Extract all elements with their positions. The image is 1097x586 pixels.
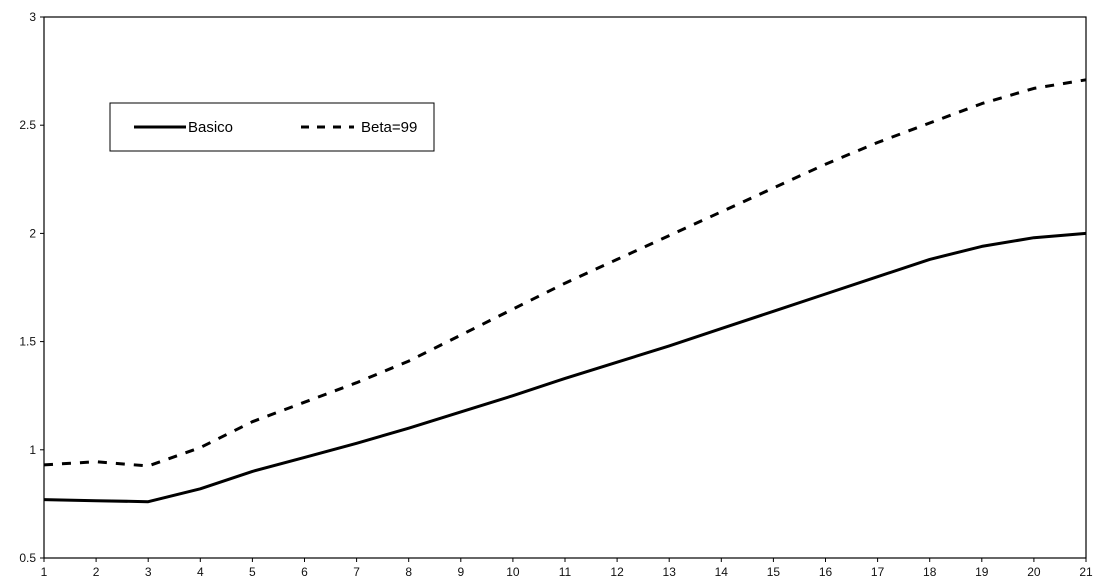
x-tick-label: 15 [767,565,781,579]
y-tick-label: 0.5 [19,551,36,565]
series-line-beta [43,78,1087,468]
x-tick-label: 16 [819,565,833,579]
x-tick-label: 19 [975,565,989,579]
legend-label-beta: Beta=99 [361,119,417,136]
y-tick-label: 2 [29,226,36,240]
x-tick-label: 17 [871,565,885,579]
x-tick-label: 12 [610,565,624,579]
x-tick-label: 18 [923,565,937,579]
x-tick-label: 5 [249,565,256,579]
x-tick-label: 7 [353,565,360,579]
x-tick-label: 21 [1079,565,1093,579]
x-tick-label: 4 [197,565,204,579]
x-tick-label: 8 [405,565,412,579]
y-tick-label: 1 [29,443,36,457]
axis-ticks: 0.511.522.531 2 3 4 5 6 7 8 9 10 11 12 13 14 15 16 17 18 1… [19,10,1093,579]
legend-label-basico: Basico [188,119,233,136]
series-line-basico [43,231,1087,504]
plot-area [43,16,1087,559]
x-tick-label: 9 [457,565,464,579]
x-tick-label: 20 [1027,565,1041,579]
series-lines [43,78,1087,504]
x-tick-label: 14 [715,565,729,579]
y-tick-label: 3 [29,10,36,24]
x-tick-label: 10 [506,565,520,579]
x-tick-label: 6 [301,565,308,579]
x-tick-label: 11 [559,565,572,579]
legend: Basico Beta=99 [109,102,435,152]
y-tick-label: 1.5 [19,335,36,349]
x-tick-label: 1 [41,565,48,579]
x-tick-label: 13 [663,565,677,579]
x-tick-label: 3 [145,565,152,579]
x-tick-label: 2 [93,565,100,579]
y-tick-label: 2.5 [19,118,36,132]
